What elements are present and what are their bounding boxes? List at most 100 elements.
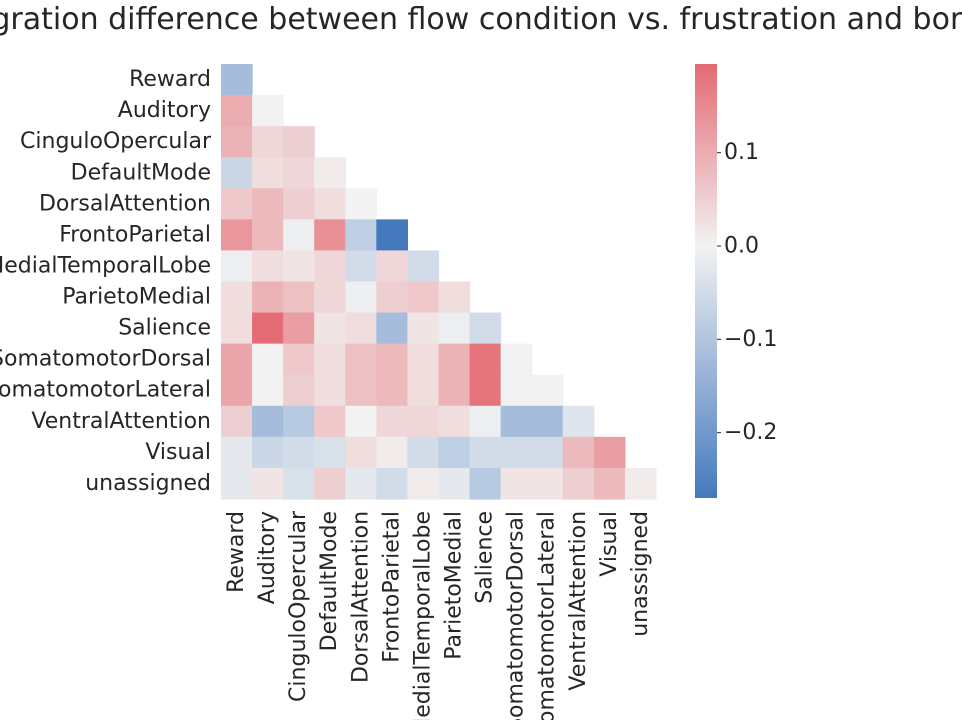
heatmap-cell-DorsalAttention-Reward (221, 188, 253, 220)
heatmap-cell-unassigned-DorsalAttention (345, 467, 377, 500)
column-label-SomatomotorLateral: SomatomotorLateral (535, 511, 560, 720)
heatmap-cell-ParietoMedial-Auditory (252, 281, 284, 314)
heatmap-cells (221, 64, 657, 500)
heatmap-cell-DorsalAttention-CinguloOpercular (283, 188, 315, 220)
column-label-Salience: Salience (473, 511, 498, 604)
row-labels: Reward Auditory CinguloOpercular DefaultMod… (0, 67, 212, 496)
colorbar-tick-label: −0.2 (724, 420, 777, 445)
row-label-VentralAttention: VentralAttention (31, 409, 211, 434)
column-label-DefaultMode: DefaultMode (317, 511, 342, 651)
heatmap-cell-FrontoParietal-CinguloOpercular (283, 219, 315, 252)
row-label-Reward: Reward (129, 67, 211, 92)
colorbar-tick-label: −0.1 (724, 327, 777, 352)
heatmap-cell-DefaultMode-CinguloOpercular (283, 157, 315, 189)
heatmap-cell-Visual-MedialTemporalLobe (407, 436, 440, 469)
heatmap-cell-SomatomotorLateral-DefaultMode (314, 374, 346, 407)
heatmap-cell-Visual-CinguloOpercular (283, 436, 315, 469)
heatmap-cell-unassigned-ParietoMedial (438, 467, 471, 500)
heatmap-cell-SomatomotorLateral-Auditory (252, 374, 284, 407)
row-label-unassigned: unassigned (85, 471, 211, 496)
heatmap-cell-MedialTemporalLobe-Auditory (252, 250, 284, 283)
row-label-FrontoParietal: FrontoParietal (59, 222, 211, 247)
heatmap-cell-unassigned-Auditory (252, 467, 284, 500)
heatmap-cell-Salience-Reward (221, 312, 253, 345)
heatmap-cell-SomatomotorDorsal-DefaultMode (314, 343, 346, 376)
column-label-Auditory: Auditory (255, 511, 280, 604)
colorbar-gradient (695, 64, 717, 498)
heatmap-cell-unassigned-MedialTemporalLobe (407, 467, 440, 500)
heatmap-cell-DefaultMode-Reward (221, 157, 253, 189)
heatmap-cell-CinguloOpercular-Auditory (252, 126, 284, 158)
heatmap-cell-DorsalAttention-DorsalAttention (345, 188, 377, 220)
heatmap-cell-CinguloOpercular-CinguloOpercular (283, 126, 315, 158)
heatmap-cell-SomatomotorDorsal-MedialTemporalLobe (407, 343, 440, 376)
row-label-DorsalAttention: DorsalAttention (39, 191, 211, 216)
heatmap-cell-SomatomotorDorsal-SomatomotorDorsal (500, 343, 533, 376)
heatmap-cell-Visual-Reward (221, 436, 253, 469)
heatmap-cell-ParietoMedial-CinguloOpercular (283, 281, 315, 314)
heatmap-cell-VentralAttention-MedialTemporalLobe (407, 405, 440, 438)
heatmap-cell-FrontoParietal-Auditory (252, 219, 284, 252)
heatmap-cell-VentralAttention-ParietoMedial (438, 405, 471, 438)
heatmap-cell-Auditory-Auditory (252, 95, 284, 127)
column-label-MedialTemporalLobe: MedialTemporalLobe (410, 511, 435, 720)
chart-title: Integration difference between flow cond… (0, 2, 962, 37)
heatmap-cell-Auditory-Reward (221, 95, 253, 127)
heatmap-cell-SomatomotorLateral-FrontoParietal (376, 374, 409, 407)
heatmap-cell-VentralAttention-SomatomotorDorsal (500, 405, 533, 438)
heatmap-cell-VentralAttention-Auditory (252, 405, 284, 438)
heatmap-cell-VentralAttention-SomatomotorLateral (531, 405, 564, 438)
heatmap-cell-DorsalAttention-DefaultMode (314, 188, 346, 220)
row-label-ParietoMedial: ParietoMedial (62, 285, 211, 310)
heatmap-cell-SomatomotorLateral-CinguloOpercular (283, 374, 315, 407)
heatmap-cell-MedialTemporalLobe-FrontoParietal (376, 250, 409, 283)
heatmap-cell-unassigned-VentralAttention (562, 467, 595, 500)
heatmap-cell-SomatomotorLateral-Salience (469, 374, 502, 407)
heatmap-cell-Visual-FrontoParietal (376, 436, 409, 469)
heatmap-cell-DorsalAttention-Auditory (252, 188, 284, 220)
heatmap-cell-VentralAttention-DefaultMode (314, 405, 346, 438)
heatmap-cell-MedialTemporalLobe-Reward (221, 250, 253, 283)
heatmap-cell-SomatomotorDorsal-CinguloOpercular (283, 343, 315, 376)
heatmap-cell-unassigned-Visual (593, 467, 626, 500)
heatmap-cell-unassigned-SomatomotorLateral (531, 467, 564, 500)
heatmap-cell-Visual-Visual (593, 436, 626, 469)
heatmap-cell-FrontoParietal-DorsalAttention (345, 219, 377, 252)
column-label-FrontoParietal: FrontoParietal (379, 511, 404, 663)
heatmap-cell-unassigned-CinguloOpercular (283, 467, 315, 500)
heatmap-cell-MedialTemporalLobe-DorsalAttention (345, 250, 377, 283)
heatmap-cell-SomatomotorLateral-SomatomotorDorsal (500, 374, 533, 407)
heatmap-cell-SomatomotorLateral-SomatomotorLateral (531, 374, 564, 407)
heatmap-cell-ParietoMedial-FrontoParietal (376, 281, 409, 314)
column-label-unassigned: unassigned (628, 511, 653, 637)
heatmap-cell-ParietoMedial-DefaultMode (314, 281, 346, 314)
heatmap-cell-CinguloOpercular-Reward (221, 126, 253, 158)
heatmap-cell-Salience-MedialTemporalLobe (407, 312, 440, 345)
row-label-Auditory: Auditory (118, 98, 211, 123)
heatmap-cell-SomatomotorLateral-DorsalAttention (345, 374, 377, 407)
heatmap-cell-unassigned-Salience (469, 467, 502, 500)
heatmap-cell-Salience-DorsalAttention (345, 312, 377, 345)
heatmap-cell-Visual-DefaultMode (314, 436, 346, 469)
heatmap-cell-SomatomotorLateral-ParietoMedial (438, 374, 471, 407)
column-label-Reward: Reward (224, 511, 249, 593)
heatmap-cell-FrontoParietal-FrontoParietal (376, 219, 409, 252)
heatmap-cell-unassigned-Reward (221, 467, 253, 500)
heatmap-cell-SomatomotorDorsal-DorsalAttention (345, 343, 377, 376)
heatmap-cell-ParietoMedial-DorsalAttention (345, 281, 377, 314)
heatmap-cell-SomatomotorDorsal-Reward (221, 343, 253, 376)
heatmap-cell-VentralAttention-FrontoParietal (376, 405, 409, 438)
heatmap-cell-Visual-ParietoMedial (438, 436, 471, 469)
heatmap-cell-Salience-FrontoParietal (376, 312, 409, 345)
column-label-Visual: Visual (597, 511, 622, 577)
heatmap-cell-VentralAttention-CinguloOpercular (283, 405, 315, 438)
column-label-VentralAttention: VentralAttention (566, 511, 591, 691)
heatmap-cell-VentralAttention-VentralAttention (562, 405, 595, 438)
heatmap-cell-Visual-SomatomotorDorsal (500, 436, 533, 469)
heatmap-cell-SomatomotorDorsal-Salience (469, 343, 502, 376)
heatmap-cell-VentralAttention-DorsalAttention (345, 405, 377, 438)
heatmap-cell-Visual-Salience (469, 436, 502, 469)
heatmap-cell-SomatomotorDorsal-ParietoMedial (438, 343, 471, 376)
heatmap-cell-DefaultMode-Auditory (252, 157, 284, 189)
